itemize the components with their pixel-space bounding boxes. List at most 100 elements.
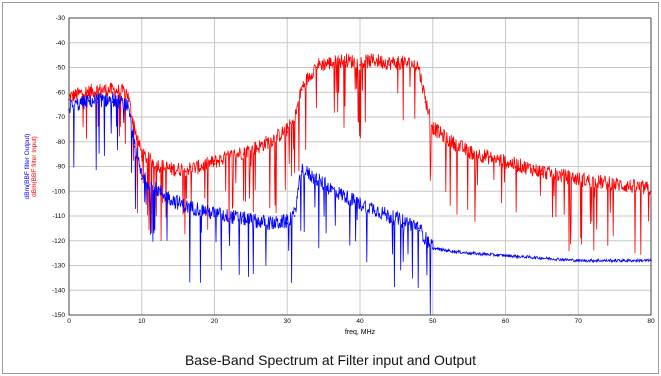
series-trace	[68, 53, 652, 255]
data-point	[271, 225, 274, 227]
data-point	[577, 180, 580, 183]
x-tick-label: 30	[284, 318, 292, 325]
data-point	[431, 247, 434, 250]
data-point	[315, 66, 318, 69]
data-point	[199, 168, 201, 170]
data-point	[540, 257, 543, 259]
tick-layer: 0 10 20 30 40 50 60 70 80 -30 -40 -50 -60 -70 -80 -90 -1…	[52, 15, 655, 325]
y-tick-label: -110	[52, 213, 65, 220]
chart-caption: Base-Band Spectrum at Filter input and O…	[184, 352, 477, 368]
data-point	[242, 220, 245, 222]
data-point	[330, 190, 332, 193]
y-tick-label: -80	[56, 139, 66, 146]
data-point	[293, 215, 296, 217]
data-point	[82, 93, 85, 96]
data-point	[184, 207, 187, 210]
series-trace	[68, 92, 652, 316]
data-point	[468, 252, 471, 255]
data-point	[373, 210, 376, 212]
data-point	[373, 61, 376, 64]
y-tick-label: -150	[52, 312, 65, 319]
data-point	[257, 148, 260, 151]
data-point	[344, 197, 347, 200]
spectrum-chart: 0 10 20 30 40 50 60 70 80 -30 -40 -50 -60 -70 -80 -90 -1…	[24, 15, 655, 336]
data-point	[446, 249, 449, 252]
data-point	[126, 93, 129, 96]
data-point	[468, 153, 471, 156]
data-point	[504, 163, 507, 165]
data-point	[169, 170, 172, 173]
data-point	[344, 61, 347, 64]
data-point	[388, 64, 390, 66]
x-tick-label: 20	[211, 318, 219, 325]
data-point	[388, 217, 390, 220]
data-point	[242, 153, 245, 156]
data-point	[228, 158, 230, 160]
data-point	[169, 200, 172, 203]
data-point	[140, 155, 143, 158]
data-point	[417, 227, 420, 230]
x-tick-label: 10	[138, 318, 146, 325]
data-point	[315, 180, 318, 183]
data-point	[613, 185, 616, 188]
y-tick-label: -140	[52, 287, 65, 294]
data-point	[417, 66, 420, 69]
data-point	[133, 145, 136, 148]
series-filter-output	[68, 92, 652, 316]
data-point	[540, 173, 543, 175]
y-tick-label: -40	[56, 40, 66, 47]
y-axis-label-output: dBm(BBF filter Output)	[24, 134, 31, 200]
data-point	[126, 106, 129, 108]
data-point	[82, 103, 85, 106]
data-point	[155, 190, 158, 193]
x-tick-label: 80	[647, 318, 655, 325]
data-point	[213, 163, 216, 165]
data-point	[402, 64, 405, 66]
y-tick-label: -130	[52, 263, 65, 270]
data-point	[228, 217, 230, 220]
y-tick-label: -70	[56, 114, 66, 121]
data-point	[286, 130, 289, 133]
y-tick-label: -30	[56, 15, 66, 22]
y-tick-label: -90	[56, 164, 66, 171]
data-point	[111, 101, 114, 104]
data-point	[402, 222, 405, 225]
data-point	[184, 170, 187, 173]
data-point	[199, 210, 201, 212]
data-point	[293, 121, 296, 123]
data-point	[446, 140, 449, 143]
data-point	[97, 101, 99, 104]
data-point	[330, 64, 332, 66]
data-point	[213, 215, 216, 217]
data-point	[300, 170, 303, 173]
data-point	[140, 177, 143, 180]
y-tick-label: -60	[56, 89, 66, 96]
y-tick-label: -120	[52, 238, 65, 245]
data-point	[286, 222, 289, 225]
data-point	[431, 128, 434, 131]
data-point	[97, 91, 99, 94]
data-point	[300, 88, 303, 91]
x-tick-label: 0	[67, 318, 71, 325]
plot-border	[68, 17, 652, 316]
y-tick-label: -100	[52, 188, 65, 195]
x-tick-label: 70	[575, 318, 583, 325]
data-point	[424, 239, 427, 242]
data-point	[133, 128, 136, 131]
x-axis-label: freq, MHz	[345, 329, 376, 336]
data-point	[271, 140, 274, 143]
data-point	[359, 64, 361, 66]
y-tick-label: -50	[56, 65, 66, 72]
data-point	[577, 259, 580, 262]
y-axis-label-input: dBm(BBF filter Input)	[31, 136, 38, 197]
data-point	[504, 254, 507, 257]
data-point	[155, 165, 158, 168]
series-layer	[68, 53, 652, 316]
data-point	[359, 205, 361, 208]
x-tick-label: 60	[502, 318, 510, 325]
data-point	[257, 222, 260, 225]
x-tick-label: 40	[356, 318, 364, 325]
data-point	[424, 101, 427, 104]
data-point	[111, 91, 114, 94]
